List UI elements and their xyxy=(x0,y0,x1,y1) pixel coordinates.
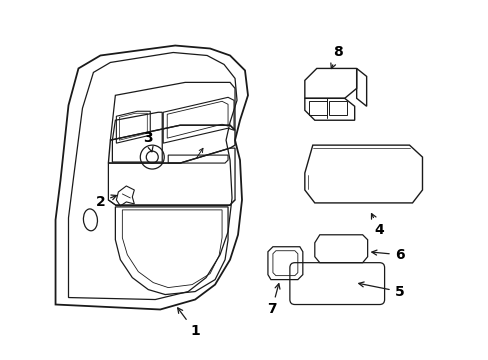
Text: 7: 7 xyxy=(266,284,279,316)
Text: 5: 5 xyxy=(358,282,404,298)
Text: 1: 1 xyxy=(177,308,200,338)
Text: 6: 6 xyxy=(371,248,404,262)
Text: 4: 4 xyxy=(371,213,384,237)
Bar xyxy=(328,101,346,115)
Text: 2: 2 xyxy=(95,195,116,209)
Text: 3: 3 xyxy=(143,131,153,152)
Text: 8: 8 xyxy=(330,45,342,68)
Bar xyxy=(308,101,326,115)
